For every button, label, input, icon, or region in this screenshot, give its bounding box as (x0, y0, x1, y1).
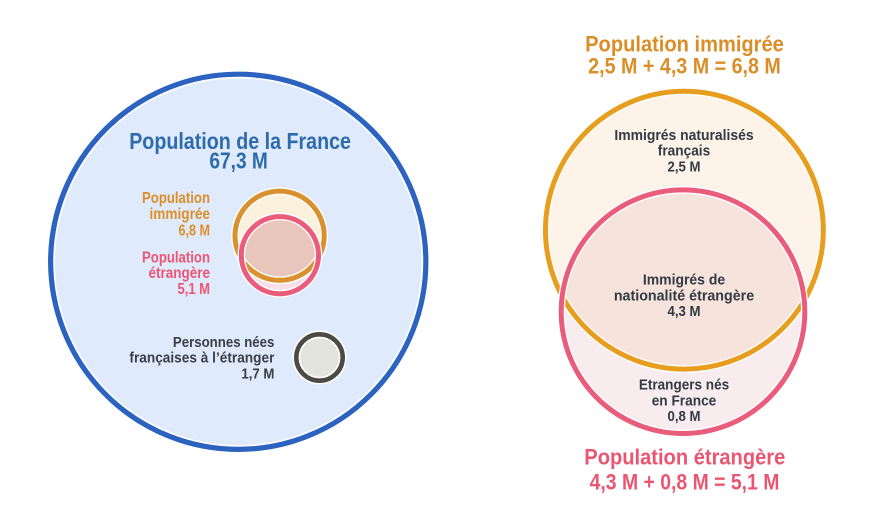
svg-text:6,8 M: 6,8 M (179, 222, 211, 239)
svg-text:Personnes nées: Personnes nées (173, 334, 275, 351)
svg-text:4,3 M: 4,3 M (668, 303, 701, 320)
svg-text:0,8 M: 0,8 M (668, 408, 701, 425)
svg-text:étrangère: étrangère (149, 265, 211, 282)
svg-text:Population: Population (142, 249, 210, 266)
svg-text:Etrangers nés: Etrangers nés (639, 377, 729, 394)
svg-text:nationalité étrangère: nationalité étrangère (614, 287, 754, 304)
svg-text:en France: en France (652, 392, 717, 409)
svg-text:Immigrés de: Immigrés de (643, 272, 725, 289)
svg-text:françaises à l’étranger: françaises à l’étranger (129, 350, 274, 367)
svg-text:Population: Population (142, 190, 210, 207)
svg-text:2,5 M: 2,5 M (668, 158, 701, 175)
svg-text:1,7 M: 1,7 M (241, 365, 274, 382)
svg-text:2,5 M + 4,3 M = 6,8 M: 2,5 M + 4,3 M = 6,8 M (588, 53, 781, 78)
svg-text:Immigrés naturalisés: Immigrés naturalisés (614, 127, 753, 144)
svg-text:Population immigrée: Population immigrée (585, 32, 784, 57)
svg-text:67,3 M: 67,3 M (209, 148, 268, 174)
svg-text:immigrée: immigrée (150, 206, 211, 223)
svg-text:Population de la France: Population de la France (129, 128, 351, 154)
svg-text:Population étrangère: Population étrangère (584, 444, 785, 469)
svg-text:français: français (658, 143, 710, 160)
svg-text:5,1 M: 5,1 M (178, 281, 211, 298)
svg-text:4,3 M + 0,8 M = 5,1 M: 4,3 M + 0,8 M = 5,1 M (590, 470, 780, 495)
